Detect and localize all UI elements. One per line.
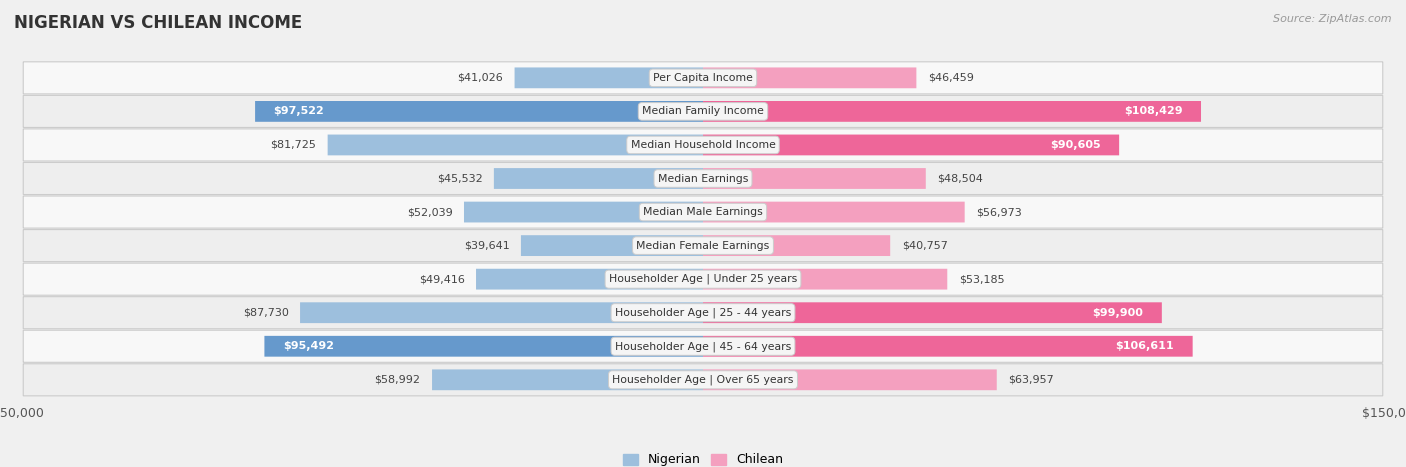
FancyBboxPatch shape: [254, 101, 703, 122]
FancyBboxPatch shape: [24, 62, 1382, 94]
FancyBboxPatch shape: [24, 230, 1382, 262]
Text: Householder Age | Under 25 years: Householder Age | Under 25 years: [609, 274, 797, 284]
Text: $39,641: $39,641: [464, 241, 509, 251]
Text: $106,611: $106,611: [1115, 341, 1174, 351]
Text: Householder Age | 45 - 64 years: Householder Age | 45 - 64 years: [614, 341, 792, 352]
Text: $97,522: $97,522: [273, 106, 325, 116]
FancyBboxPatch shape: [264, 336, 703, 357]
Legend: Nigerian, Chilean: Nigerian, Chilean: [619, 448, 787, 467]
Text: $108,429: $108,429: [1123, 106, 1182, 116]
FancyBboxPatch shape: [464, 202, 703, 222]
Text: Per Capita Income: Per Capita Income: [652, 73, 754, 83]
FancyBboxPatch shape: [477, 269, 703, 290]
FancyBboxPatch shape: [24, 196, 1382, 228]
FancyBboxPatch shape: [515, 67, 703, 88]
Text: $81,725: $81,725: [270, 140, 316, 150]
FancyBboxPatch shape: [24, 297, 1382, 329]
FancyBboxPatch shape: [703, 168, 925, 189]
Text: $46,459: $46,459: [928, 73, 974, 83]
FancyBboxPatch shape: [328, 134, 703, 156]
Text: Median Family Income: Median Family Income: [643, 106, 763, 116]
FancyBboxPatch shape: [703, 134, 1119, 156]
Text: $52,039: $52,039: [406, 207, 453, 217]
Text: $40,757: $40,757: [901, 241, 948, 251]
Text: Source: ZipAtlas.com: Source: ZipAtlas.com: [1274, 14, 1392, 24]
FancyBboxPatch shape: [24, 263, 1382, 295]
FancyBboxPatch shape: [432, 369, 703, 390]
Text: Median Household Income: Median Household Income: [630, 140, 776, 150]
Text: Median Male Earnings: Median Male Earnings: [643, 207, 763, 217]
Text: $63,957: $63,957: [1008, 375, 1054, 385]
FancyBboxPatch shape: [24, 364, 1382, 396]
Text: Householder Age | 25 - 44 years: Householder Age | 25 - 44 years: [614, 307, 792, 318]
Text: $56,973: $56,973: [976, 207, 1022, 217]
Text: $90,605: $90,605: [1050, 140, 1101, 150]
Text: $53,185: $53,185: [959, 274, 1004, 284]
FancyBboxPatch shape: [703, 101, 1201, 122]
Text: $58,992: $58,992: [374, 375, 420, 385]
FancyBboxPatch shape: [299, 302, 703, 323]
FancyBboxPatch shape: [24, 95, 1382, 127]
Text: $95,492: $95,492: [283, 341, 333, 351]
FancyBboxPatch shape: [522, 235, 703, 256]
Text: Median Earnings: Median Earnings: [658, 174, 748, 184]
Text: $41,026: $41,026: [457, 73, 503, 83]
FancyBboxPatch shape: [703, 369, 997, 390]
Text: $87,730: $87,730: [243, 308, 288, 318]
Text: $99,900: $99,900: [1092, 308, 1143, 318]
FancyBboxPatch shape: [24, 330, 1382, 362]
FancyBboxPatch shape: [703, 67, 917, 88]
Text: $48,504: $48,504: [938, 174, 983, 184]
FancyBboxPatch shape: [494, 168, 703, 189]
FancyBboxPatch shape: [24, 129, 1382, 161]
FancyBboxPatch shape: [703, 302, 1161, 323]
FancyBboxPatch shape: [703, 235, 890, 256]
Text: Median Female Earnings: Median Female Earnings: [637, 241, 769, 251]
Text: $45,532: $45,532: [437, 174, 482, 184]
FancyBboxPatch shape: [24, 163, 1382, 195]
FancyBboxPatch shape: [703, 269, 948, 290]
FancyBboxPatch shape: [703, 336, 1192, 357]
FancyBboxPatch shape: [703, 202, 965, 222]
Text: Householder Age | Over 65 years: Householder Age | Over 65 years: [612, 375, 794, 385]
Text: $49,416: $49,416: [419, 274, 464, 284]
Text: NIGERIAN VS CHILEAN INCOME: NIGERIAN VS CHILEAN INCOME: [14, 14, 302, 32]
